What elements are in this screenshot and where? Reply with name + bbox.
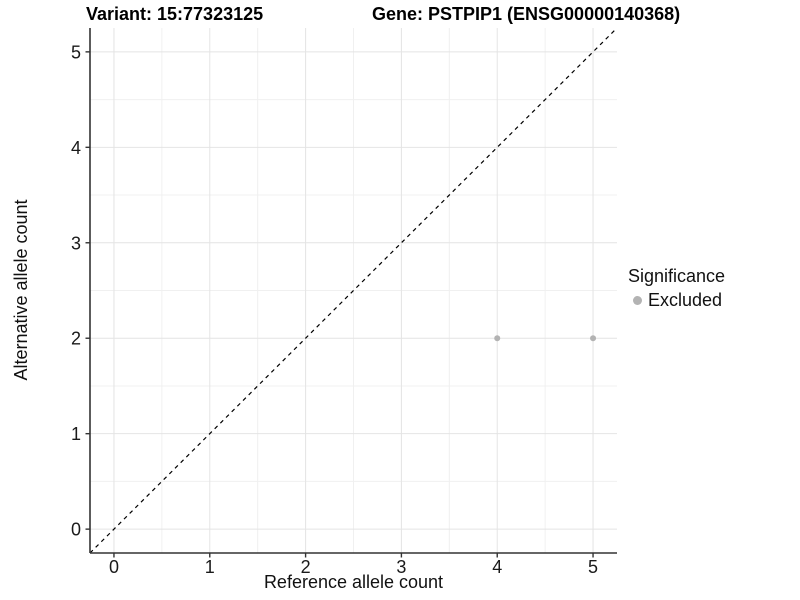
y-tick-label: 5 [71,42,81,62]
data-point [494,335,501,342]
y-tick-label: 0 [71,520,81,540]
y-axis-title: Alternative allele count [11,199,31,381]
legend-item-excluded: Excluded [628,289,725,311]
legend-item-label: Excluded [648,290,723,310]
variant-title: Variant: 15:77323125 [86,4,264,24]
legend-title: Significance [628,266,726,286]
y-tick-label: 4 [71,138,81,158]
x-tick-label: 4 [492,557,502,577]
plot-panel: 0 1 2 3 4 5 0 1 2 3 4 5 [71,27,618,577]
data-point [590,335,597,342]
x-tick-label: 5 [588,557,598,577]
y-tick-label: 2 [71,329,81,349]
x-tick-label: 0 [109,557,119,577]
gene-title: Gene: PSTPIP1 (ENSG00000140368) [372,4,681,24]
x-tick-label: 1 [205,557,215,577]
identity-dashed-line [89,27,618,554]
y-tick-label: 3 [71,233,81,253]
x-tick-label: 2 [301,557,311,577]
y-tick-label: 1 [71,424,81,444]
x-tick-label: 3 [396,557,406,577]
x-axis-title: Reference allele count [263,572,444,592]
legend-point-icon [633,295,642,305]
legend: Significance Excluded [628,265,725,311]
